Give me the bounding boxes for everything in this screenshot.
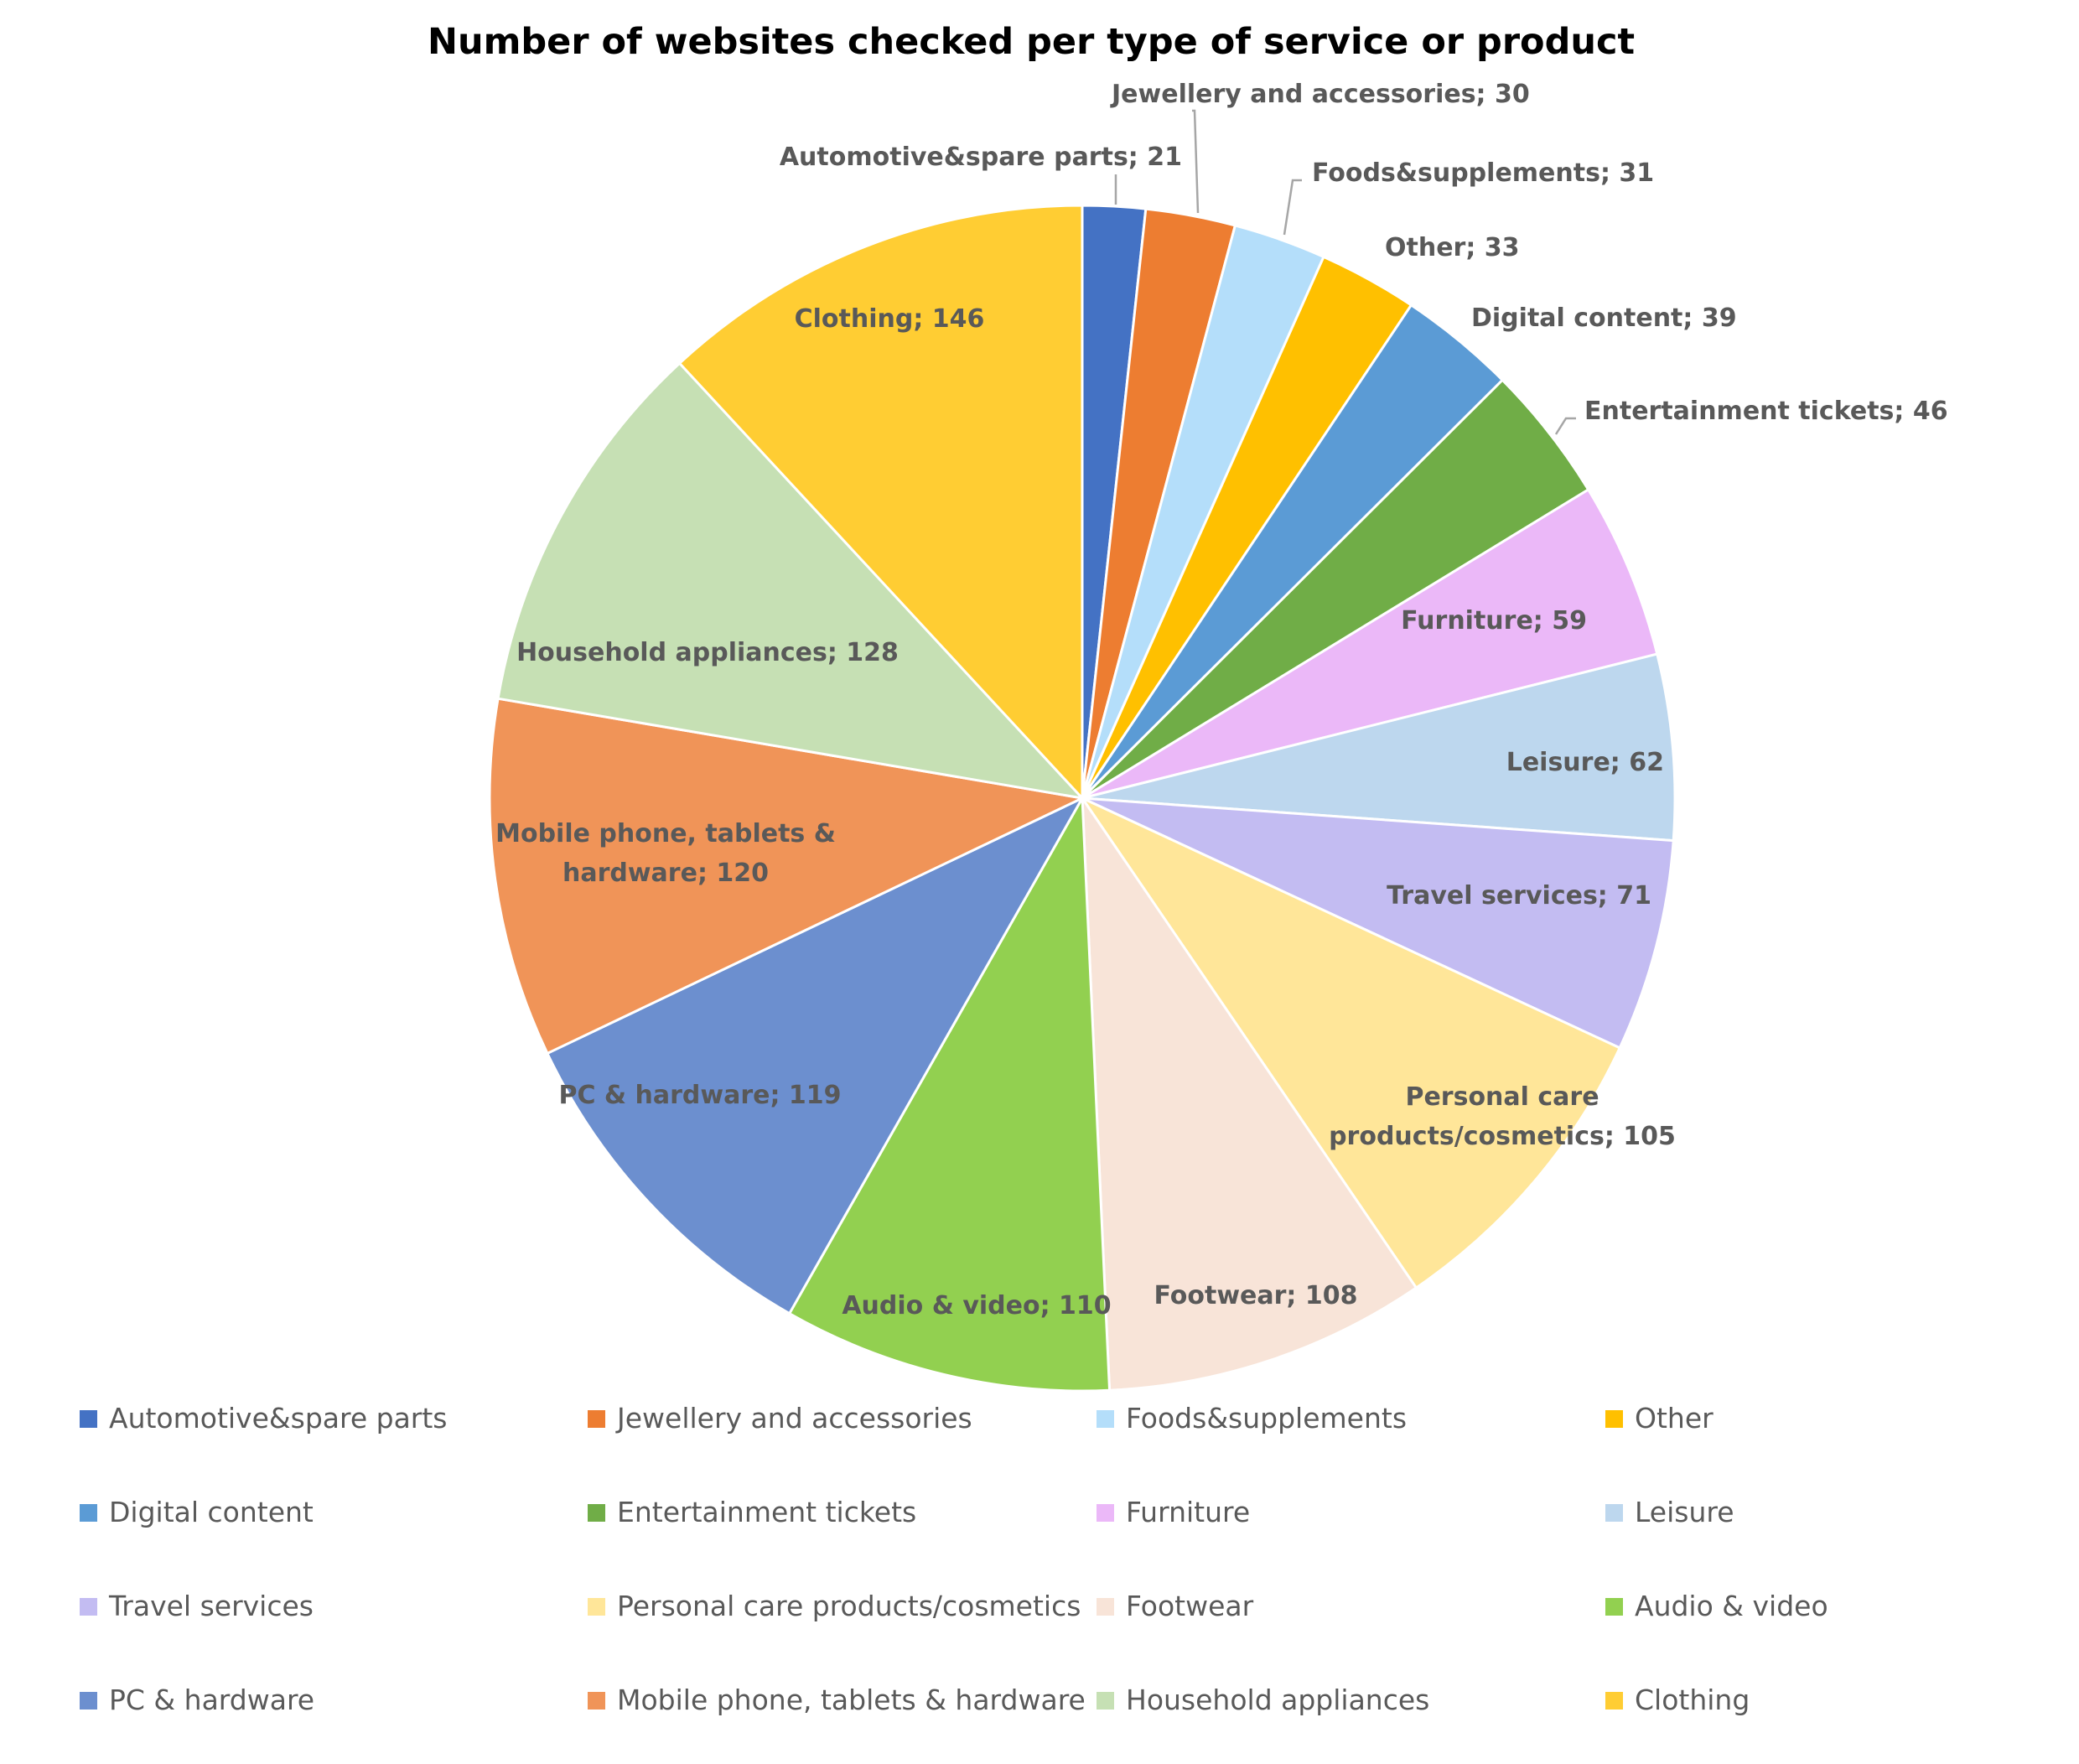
data-label-digital-content: Digital content; 39 xyxy=(1471,304,1737,333)
legend-swatch xyxy=(1097,1410,1114,1428)
legend-label: Household appliances xyxy=(1126,1684,1429,1716)
leader-line-foods-and-supplements xyxy=(1283,179,1302,236)
data-label-foods-and-supplements: Foods&supplements; 31 xyxy=(1312,158,1654,188)
pie-slice-household-appliances xyxy=(496,361,1086,801)
data-label-jewellery-and-accessories: Jewellery and accessories; 30 xyxy=(1110,80,1530,109)
legend-swatch xyxy=(80,1692,97,1710)
legend-label: Footwear xyxy=(1126,1590,1254,1622)
legend-swatch xyxy=(80,1598,97,1616)
legend-swatch xyxy=(588,1598,605,1616)
legend-item-jewellery-and-accessories: Jewellery and accessories xyxy=(588,1402,972,1435)
legend-label: Digital content xyxy=(109,1496,314,1528)
legend-label: Mobile phone, tablets & hardware xyxy=(617,1684,1086,1716)
legend-label: Leisure xyxy=(1635,1496,1734,1528)
legend-label: Jewellery and accessories xyxy=(615,1402,972,1435)
legend-label: Audio & video xyxy=(1635,1590,1828,1622)
legend-swatch xyxy=(1097,1692,1114,1710)
legend-label: Clothing xyxy=(1635,1684,1750,1716)
data-label-entertainment-tickets: Entertainment tickets; 46 xyxy=(1584,397,1948,426)
data-label-mobile-phone-tablets-and-hardware: Mobile phone, tablets & hardware; 120 xyxy=(495,819,836,888)
legend-label: Other xyxy=(1635,1402,1713,1435)
pie-slice-furniture xyxy=(1081,487,1659,800)
legend-label: Foods&supplements xyxy=(1126,1402,1407,1435)
data-label-leisure: Leisure; 62 xyxy=(1506,748,1664,777)
legend-item-household-appliances: Household appliances xyxy=(1097,1684,1429,1716)
data-labels: Automotive&spare parts; 21 Jewellery and … xyxy=(495,80,1947,1320)
legend-item-other: Other xyxy=(1605,1402,1713,1435)
legend-label: Furniture xyxy=(1126,1496,1250,1528)
legend-label: PC & hardware xyxy=(109,1684,314,1716)
legend-label: Personal care products/cosmetics xyxy=(617,1590,1081,1622)
chart-legend: Automotive&spare parts Jewellery and acce… xyxy=(80,1402,1828,1716)
data-label-travel-services: Travel services; 71 xyxy=(1387,881,1651,911)
legend-item-audio-and-video: Audio & video xyxy=(1605,1590,1828,1622)
legend-swatch xyxy=(588,1410,605,1428)
legend-swatch xyxy=(1605,1692,1623,1710)
data-label-footwear: Footwear; 108 xyxy=(1154,1281,1357,1310)
chart-title: Number of websites checked per type of s… xyxy=(428,21,1635,63)
data-label-personal-care-products-cosmetics: Personal care products/cosmetics; 105 xyxy=(1329,1082,1676,1151)
legend-label: Travel services xyxy=(108,1590,314,1622)
legend-item-digital-content: Digital content xyxy=(80,1496,314,1528)
pie-slice-mobile-phone-tablets-and-hardware xyxy=(488,697,1086,1056)
legend-swatch xyxy=(1605,1504,1623,1522)
legend-label: Entertainment tickets xyxy=(617,1496,916,1528)
pie-slice-footwear xyxy=(1081,793,1418,1392)
legend-item-travel-services: Travel services xyxy=(80,1590,314,1622)
data-label-automotive-and-spare-parts: Automotive&spare parts; 21 xyxy=(780,143,1182,172)
data-label-audio-and-video: Audio & video; 110 xyxy=(842,1291,1111,1320)
pie-slice-leisure xyxy=(1081,652,1677,843)
pie-slice-clothing xyxy=(677,204,1084,802)
legend-item-foods-and-supplements: Foods&supplements xyxy=(1097,1402,1407,1435)
legend-item-pc-and-hardware: PC & hardware xyxy=(80,1684,314,1716)
legend-item-personal-care-products-cosmetics: Personal care products/cosmetics xyxy=(588,1590,1081,1622)
leader-lines xyxy=(1114,109,1576,435)
legend-label: Automotive&spare parts xyxy=(109,1402,448,1435)
pie-slice-pc-and-hardware xyxy=(545,795,1086,1315)
pie-slice-personal-care-products-cosmetics xyxy=(1078,795,1622,1290)
legend-item-furniture: Furniture xyxy=(1097,1496,1250,1528)
leader-line-entertainment-tickets xyxy=(1554,417,1576,435)
legend-swatch xyxy=(80,1410,97,1428)
legend-item-entertainment-tickets: Entertainment tickets xyxy=(588,1496,916,1528)
legend-swatch xyxy=(1605,1410,1623,1428)
data-label-furniture: Furniture; 59 xyxy=(1401,606,1587,636)
pie-slice-audio-and-video xyxy=(787,793,1112,1393)
legend-item-mobile-phone-tablets-and-hardware: Mobile phone, tablets & hardware xyxy=(588,1684,1086,1716)
data-label-other: Other; 33 xyxy=(1385,233,1520,262)
legend-swatch xyxy=(588,1692,605,1710)
legend-swatch xyxy=(1605,1598,1623,1616)
pie-slices xyxy=(488,204,1677,1393)
data-label-clothing: Clothing; 146 xyxy=(795,304,985,334)
data-label-pc-and-hardware: PC & hardware; 119 xyxy=(558,1081,841,1110)
legend-item-automotive-and-spare-parts: Automotive&spare parts xyxy=(80,1402,448,1435)
leader-line-jewellery-and-accessories xyxy=(1192,109,1200,214)
legend-swatch xyxy=(1097,1598,1114,1616)
legend-swatch xyxy=(80,1504,97,1522)
legend-swatch xyxy=(588,1504,605,1522)
legend-item-footwear: Footwear xyxy=(1097,1590,1254,1622)
data-label-household-appliances: Household appliances; 128 xyxy=(516,638,899,667)
pie-slice-travel-services xyxy=(1081,796,1675,1050)
legend-item-leisure: Leisure xyxy=(1605,1496,1734,1528)
legend-swatch xyxy=(1097,1504,1114,1522)
legend-item-clothing: Clothing xyxy=(1605,1684,1750,1716)
